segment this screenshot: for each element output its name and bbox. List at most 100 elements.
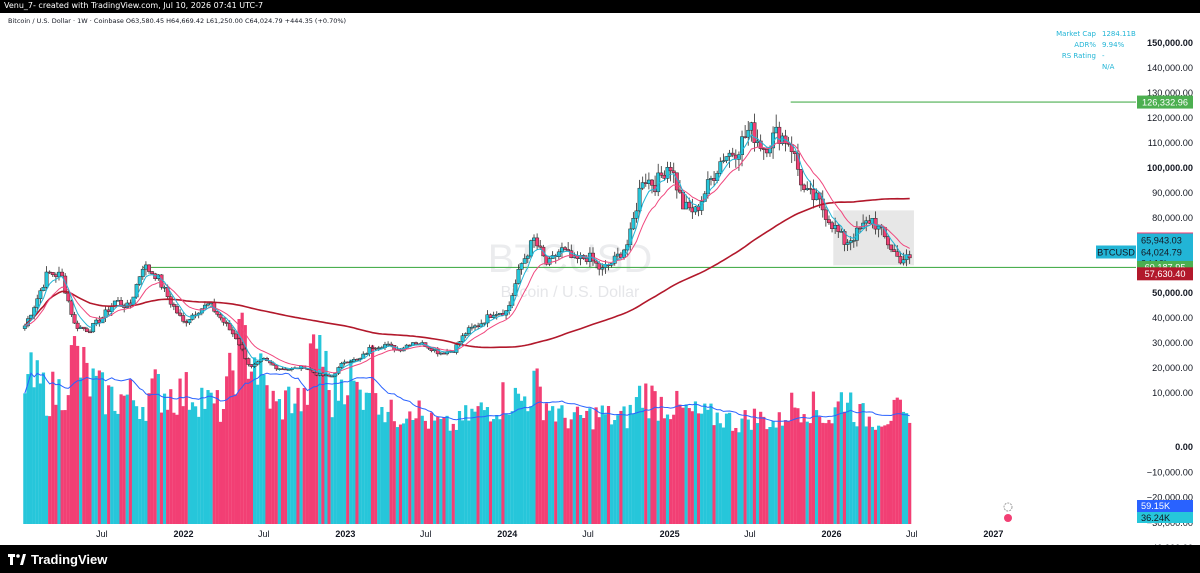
candle-body: [851, 240, 856, 242]
candle: [175, 304, 179, 315]
candle-body: [715, 173, 720, 181]
volume-bar: [600, 405, 604, 524]
volume-bar: [209, 392, 213, 524]
volume-bar: [296, 387, 300, 524]
candle-body: [171, 303, 176, 307]
top-credit-bar: Venu_7- created with TradingView.com, Ju…: [0, 0, 1200, 13]
candle-body: [41, 287, 46, 291]
volume-bar: [374, 393, 378, 524]
volume-bar: [566, 428, 570, 524]
volume-bar: [268, 408, 272, 524]
y-tick-label: 140,000.00: [1147, 63, 1193, 73]
volume-bar: [532, 370, 536, 524]
candle: [535, 233, 540, 250]
volume-bar: [861, 403, 865, 524]
candle: [758, 134, 763, 152]
volume-bar: [501, 382, 505, 524]
volume-bar: [131, 400, 136, 524]
y-tick-label: 130,000.00: [1147, 88, 1193, 98]
volume-bar: [197, 416, 201, 524]
volume-bar: [774, 427, 778, 524]
volume-bar: [613, 420, 617, 524]
volume-tick-label: −10,000.00: [1147, 467, 1193, 477]
volume-bar: [796, 408, 800, 524]
volume-bar: [488, 421, 493, 524]
level-badge-high: 126,332.96: [1137, 95, 1193, 109]
candle: [730, 147, 735, 158]
bottom-brand-bar: TradingView: [0, 545, 1200, 573]
candle-body: [355, 359, 359, 361]
volume-bar: [616, 415, 620, 524]
candle-body: [460, 335, 465, 342]
info-value: -: [1102, 52, 1105, 60]
volume-bar: [32, 387, 36, 524]
volume-bar: [439, 419, 443, 524]
volume-bar: [777, 412, 781, 524]
volume-bar: [44, 415, 49, 524]
candle: [513, 279, 518, 297]
volume-bar: [473, 411, 477, 524]
candle: [35, 294, 40, 313]
volume-bar: [734, 427, 738, 524]
volume-bar: [262, 374, 266, 524]
candle-body: [563, 247, 568, 250]
candle-body: [175, 306, 179, 314]
volume-bar: [672, 414, 676, 524]
volume-bar: [57, 379, 61, 524]
volume-bar: [461, 420, 465, 524]
volume-bar: [405, 418, 409, 524]
volume-bar: [256, 384, 260, 524]
tradingview-logo-icon: [8, 554, 26, 565]
volume-bar: [811, 391, 816, 524]
volume-bar: [429, 412, 434, 524]
x-tick-label: 2025: [660, 529, 680, 539]
candle-body: [190, 314, 195, 320]
volume-bar: [516, 393, 521, 524]
ema-fast-badge-text: 65,943.03: [1141, 235, 1182, 245]
volume-bar: [743, 410, 747, 524]
candle-body: [752, 122, 757, 143]
candle-body: [535, 237, 540, 247]
candle: [252, 362, 257, 368]
volume-bar: [690, 411, 694, 524]
candle-body: [721, 160, 726, 162]
volume-bar: [808, 423, 812, 524]
info-value: N/A: [1102, 63, 1115, 71]
volume-bar: [128, 379, 133, 524]
volume-bar: [280, 419, 285, 524]
volume-bar: [311, 334, 316, 524]
volume-bar: [787, 421, 791, 524]
info-value: 1284.11B: [1102, 30, 1136, 38]
candle-body: [230, 329, 235, 335]
candle-body: [718, 161, 723, 174]
volume-bar: [147, 393, 151, 524]
candle-body: [827, 219, 831, 224]
volume-bar: [212, 403, 216, 524]
volume-bar: [380, 407, 384, 524]
info-row-rs-rating: RS Rating -: [1050, 52, 1142, 63]
volume-bar: [352, 380, 356, 524]
candle: [802, 183, 807, 193]
volume-tick-label: 0.00: [1175, 442, 1193, 452]
info-row-na: N/A: [1050, 63, 1142, 74]
candle-body: [560, 247, 564, 253]
volume-bar: [259, 353, 263, 524]
candle: [41, 284, 46, 292]
volume-bar: [678, 404, 682, 524]
x-tick-label: 2022: [173, 529, 193, 539]
candle-body: [72, 314, 77, 324]
tradingview-logo[interactable]: TradingView: [8, 552, 107, 567]
volume-bar: [48, 416, 52, 524]
volume-bar: [76, 345, 80, 524]
volume-bar: [578, 414, 583, 524]
candle-body: [32, 307, 37, 316]
candle: [752, 113, 757, 152]
candle: [147, 264, 151, 274]
volume-bar: [190, 402, 195, 524]
volume-bar: [318, 335, 322, 524]
volume-bar: [41, 372, 46, 524]
candle-body: [538, 245, 543, 248]
volume-bar: [225, 376, 229, 524]
volume-bar: [867, 416, 871, 524]
